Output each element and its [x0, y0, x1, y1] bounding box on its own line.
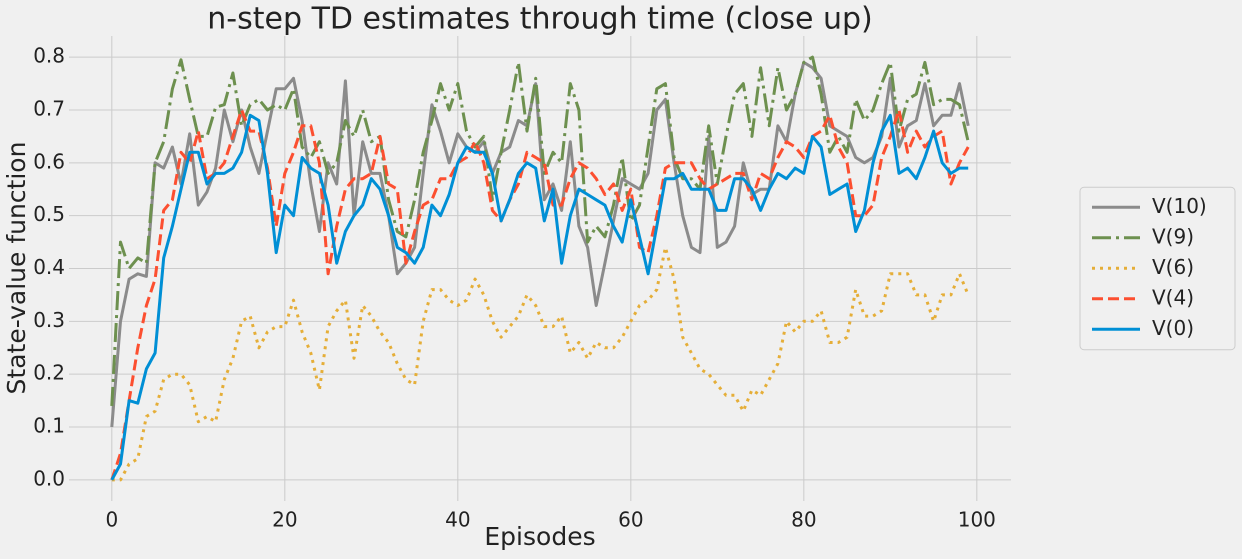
series-line: [110, 55, 970, 406]
y-tick-label: 0.7: [33, 96, 65, 120]
x-tick-label: 40: [445, 508, 470, 532]
y-tick-label: 0.8: [33, 44, 65, 68]
x-tick-label: 20: [272, 508, 297, 532]
legend-label: V(10): [1152, 194, 1207, 218]
x-tick-label: 80: [791, 508, 816, 532]
series-line: [110, 113, 969, 481]
y-tick-label: 0.6: [33, 149, 65, 173]
y-axis-label: State-value function: [2, 142, 31, 395]
legend-label: V(6): [1152, 255, 1194, 279]
y-tick-label: 0.0: [33, 466, 65, 490]
legend-label: V(9): [1152, 224, 1194, 248]
chart-title: n-step TD estimates through time (close …: [207, 2, 872, 37]
y-tick-label: 0.1: [33, 414, 65, 438]
x-tick-label: 60: [618, 508, 643, 532]
legend-box: [1079, 186, 1236, 351]
y-tick-label: 0.4: [33, 255, 65, 279]
legend-label: V(0): [1152, 316, 1194, 340]
series-line: [110, 108, 970, 481]
x-axis-label: Episodes: [484, 522, 595, 551]
x-tick-label: 100: [958, 508, 996, 532]
legend: V(10) V(9) V(6) V(4) V(0): [1079, 186, 1236, 351]
x-tick-label: 0: [105, 508, 118, 532]
series-line: [111, 245, 970, 482]
legend-label: V(4): [1152, 285, 1194, 309]
y-tick-label: 0.3: [33, 308, 65, 332]
y-tick-label: 0.2: [33, 361, 65, 385]
y-tick-label: 0.5: [33, 202, 65, 226]
